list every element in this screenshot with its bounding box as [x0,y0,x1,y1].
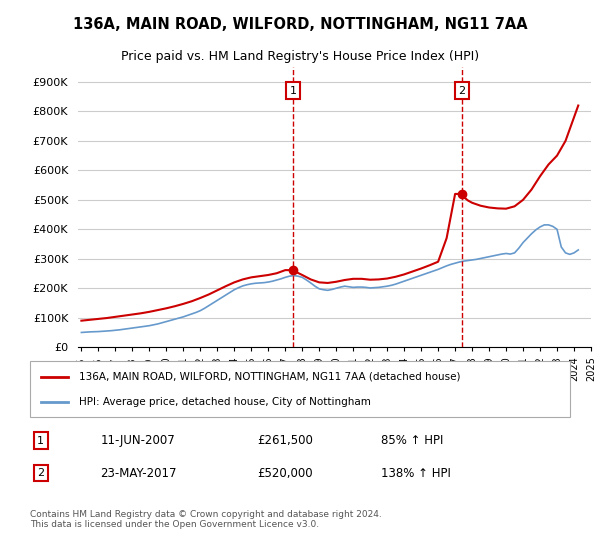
FancyBboxPatch shape [30,361,570,417]
Text: Price paid vs. HM Land Registry's House Price Index (HPI): Price paid vs. HM Land Registry's House … [121,50,479,63]
Text: 2: 2 [458,86,465,96]
Text: HPI: Average price, detached house, City of Nottingham: HPI: Average price, detached house, City… [79,396,370,407]
Text: 136A, MAIN ROAD, WILFORD, NOTTINGHAM, NG11 7AA (detached house): 136A, MAIN ROAD, WILFORD, NOTTINGHAM, NG… [79,372,460,382]
Text: 1: 1 [37,436,44,446]
Text: £261,500: £261,500 [257,434,313,447]
Text: 136A, MAIN ROAD, WILFORD, NOTTINGHAM, NG11 7AA: 136A, MAIN ROAD, WILFORD, NOTTINGHAM, NG… [73,17,527,32]
Text: 23-MAY-2017: 23-MAY-2017 [100,466,176,480]
Text: Contains HM Land Registry data © Crown copyright and database right 2024.
This d: Contains HM Land Registry data © Crown c… [30,510,382,529]
Text: 1: 1 [290,86,296,96]
Text: 11-JUN-2007: 11-JUN-2007 [100,434,175,447]
Text: £520,000: £520,000 [257,466,313,480]
Text: 138% ↑ HPI: 138% ↑ HPI [381,466,451,480]
Text: 85% ↑ HPI: 85% ↑ HPI [381,434,443,447]
Text: 2: 2 [37,468,44,478]
